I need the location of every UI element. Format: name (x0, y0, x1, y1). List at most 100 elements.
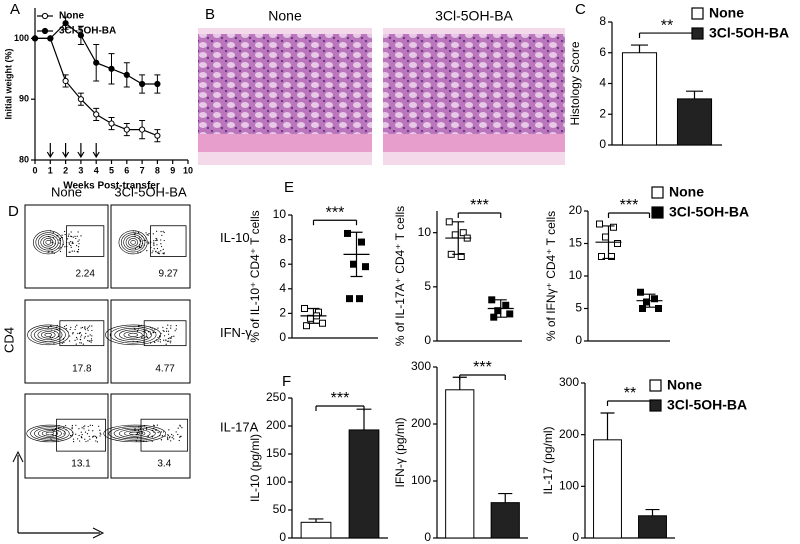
event-dot (153, 244, 155, 247)
event-dot (160, 243, 162, 245)
event-dot (89, 334, 91, 336)
contour (128, 238, 139, 247)
event-dot (88, 340, 90, 342)
contour (114, 327, 152, 342)
event-dot (72, 438, 75, 440)
event-dot (153, 341, 156, 343)
event-dot (77, 231, 79, 233)
contour (123, 234, 143, 251)
point (350, 260, 357, 268)
event-dot (138, 237, 140, 239)
event-dot (63, 426, 65, 429)
significance: *** (473, 359, 492, 376)
event-dot (141, 433, 143, 435)
x-tick-label: 10 (183, 165, 193, 175)
y-tick-label: 80 (19, 154, 29, 164)
event-dot (147, 336, 149, 339)
event-dot (161, 435, 164, 437)
y-axis-title: % of IL-17A⁺ CD4⁺ T cells (393, 206, 407, 346)
event-dot (89, 438, 91, 440)
flow-plot (110, 204, 191, 289)
event-dot (167, 438, 169, 440)
event-dot (73, 250, 75, 252)
y-tick-label: 6 (599, 45, 606, 59)
y-tick-label: 5 (575, 301, 582, 315)
event-dot (155, 239, 157, 242)
flow-plot (24, 204, 109, 289)
point (123, 71, 130, 78)
tissue (198, 34, 372, 134)
column-header: None (51, 184, 82, 199)
event-dot (99, 435, 101, 437)
x-tick-label: 5 (109, 165, 114, 175)
event-dot (69, 335, 71, 337)
event-dot (163, 231, 165, 234)
event-dot (74, 328, 76, 331)
event-dot (52, 251, 54, 253)
event-dot (134, 429, 136, 431)
event-dot (91, 424, 94, 427)
event-dot (157, 340, 159, 342)
error-bar (356, 408, 372, 430)
event-dot (80, 327, 82, 329)
event-dot (173, 335, 175, 337)
arrow-head (92, 527, 105, 539)
panel-label: A (10, 1, 20, 18)
event-dot (91, 329, 93, 332)
event-dot (64, 230, 66, 233)
event-dot (138, 245, 141, 248)
point (108, 120, 115, 127)
event-dot (84, 425, 86, 427)
contour (120, 232, 146, 253)
contour (128, 332, 139, 337)
point (602, 233, 609, 241)
event-dot (170, 340, 172, 342)
sd-bar (452, 221, 465, 255)
error-bar (685, 90, 704, 99)
significance: *** (331, 390, 350, 407)
event-dot (70, 241, 72, 243)
event-dot (151, 328, 153, 330)
event-dot (169, 435, 171, 438)
event-dot (77, 438, 79, 440)
point (610, 223, 617, 231)
legend-marker (649, 379, 662, 392)
event-dot (63, 433, 65, 435)
contour (118, 230, 148, 255)
point (319, 319, 326, 327)
event-dot (171, 437, 173, 439)
legend-marker (649, 399, 662, 412)
event-dot (163, 335, 166, 337)
sd-bar (643, 293, 656, 308)
event-dot (100, 433, 102, 435)
event-dot (69, 251, 71, 253)
legend-label: 3Cl-5OH-BA (667, 397, 747, 413)
event-dot (76, 244, 78, 247)
point (62, 20, 69, 27)
image-label: None (268, 8, 302, 24)
event-dot (69, 328, 71, 331)
bar (621, 52, 658, 146)
y-tick-label: 250 (266, 390, 286, 404)
event-dot (71, 250, 73, 252)
x-tick-label: 1 (48, 165, 53, 175)
event-dot (75, 424, 77, 426)
event-dot (153, 242, 155, 244)
y-tick-label: 0 (599, 137, 606, 151)
point (362, 263, 369, 271)
error-bar (630, 44, 649, 53)
sd-bar (494, 299, 507, 318)
point (358, 238, 365, 246)
event-dot (169, 342, 171, 344)
point (457, 253, 465, 260)
contour (37, 234, 59, 251)
event-dot (75, 343, 77, 345)
event-dot (148, 232, 150, 235)
event-dot (160, 438, 162, 441)
event-dot (51, 241, 53, 243)
event-dot (50, 239, 52, 241)
y-axis-title: IFN-γ (pg/ml) (393, 418, 407, 488)
event-dot (160, 239, 162, 241)
event-dot (158, 251, 160, 253)
event-dot (68, 251, 70, 253)
